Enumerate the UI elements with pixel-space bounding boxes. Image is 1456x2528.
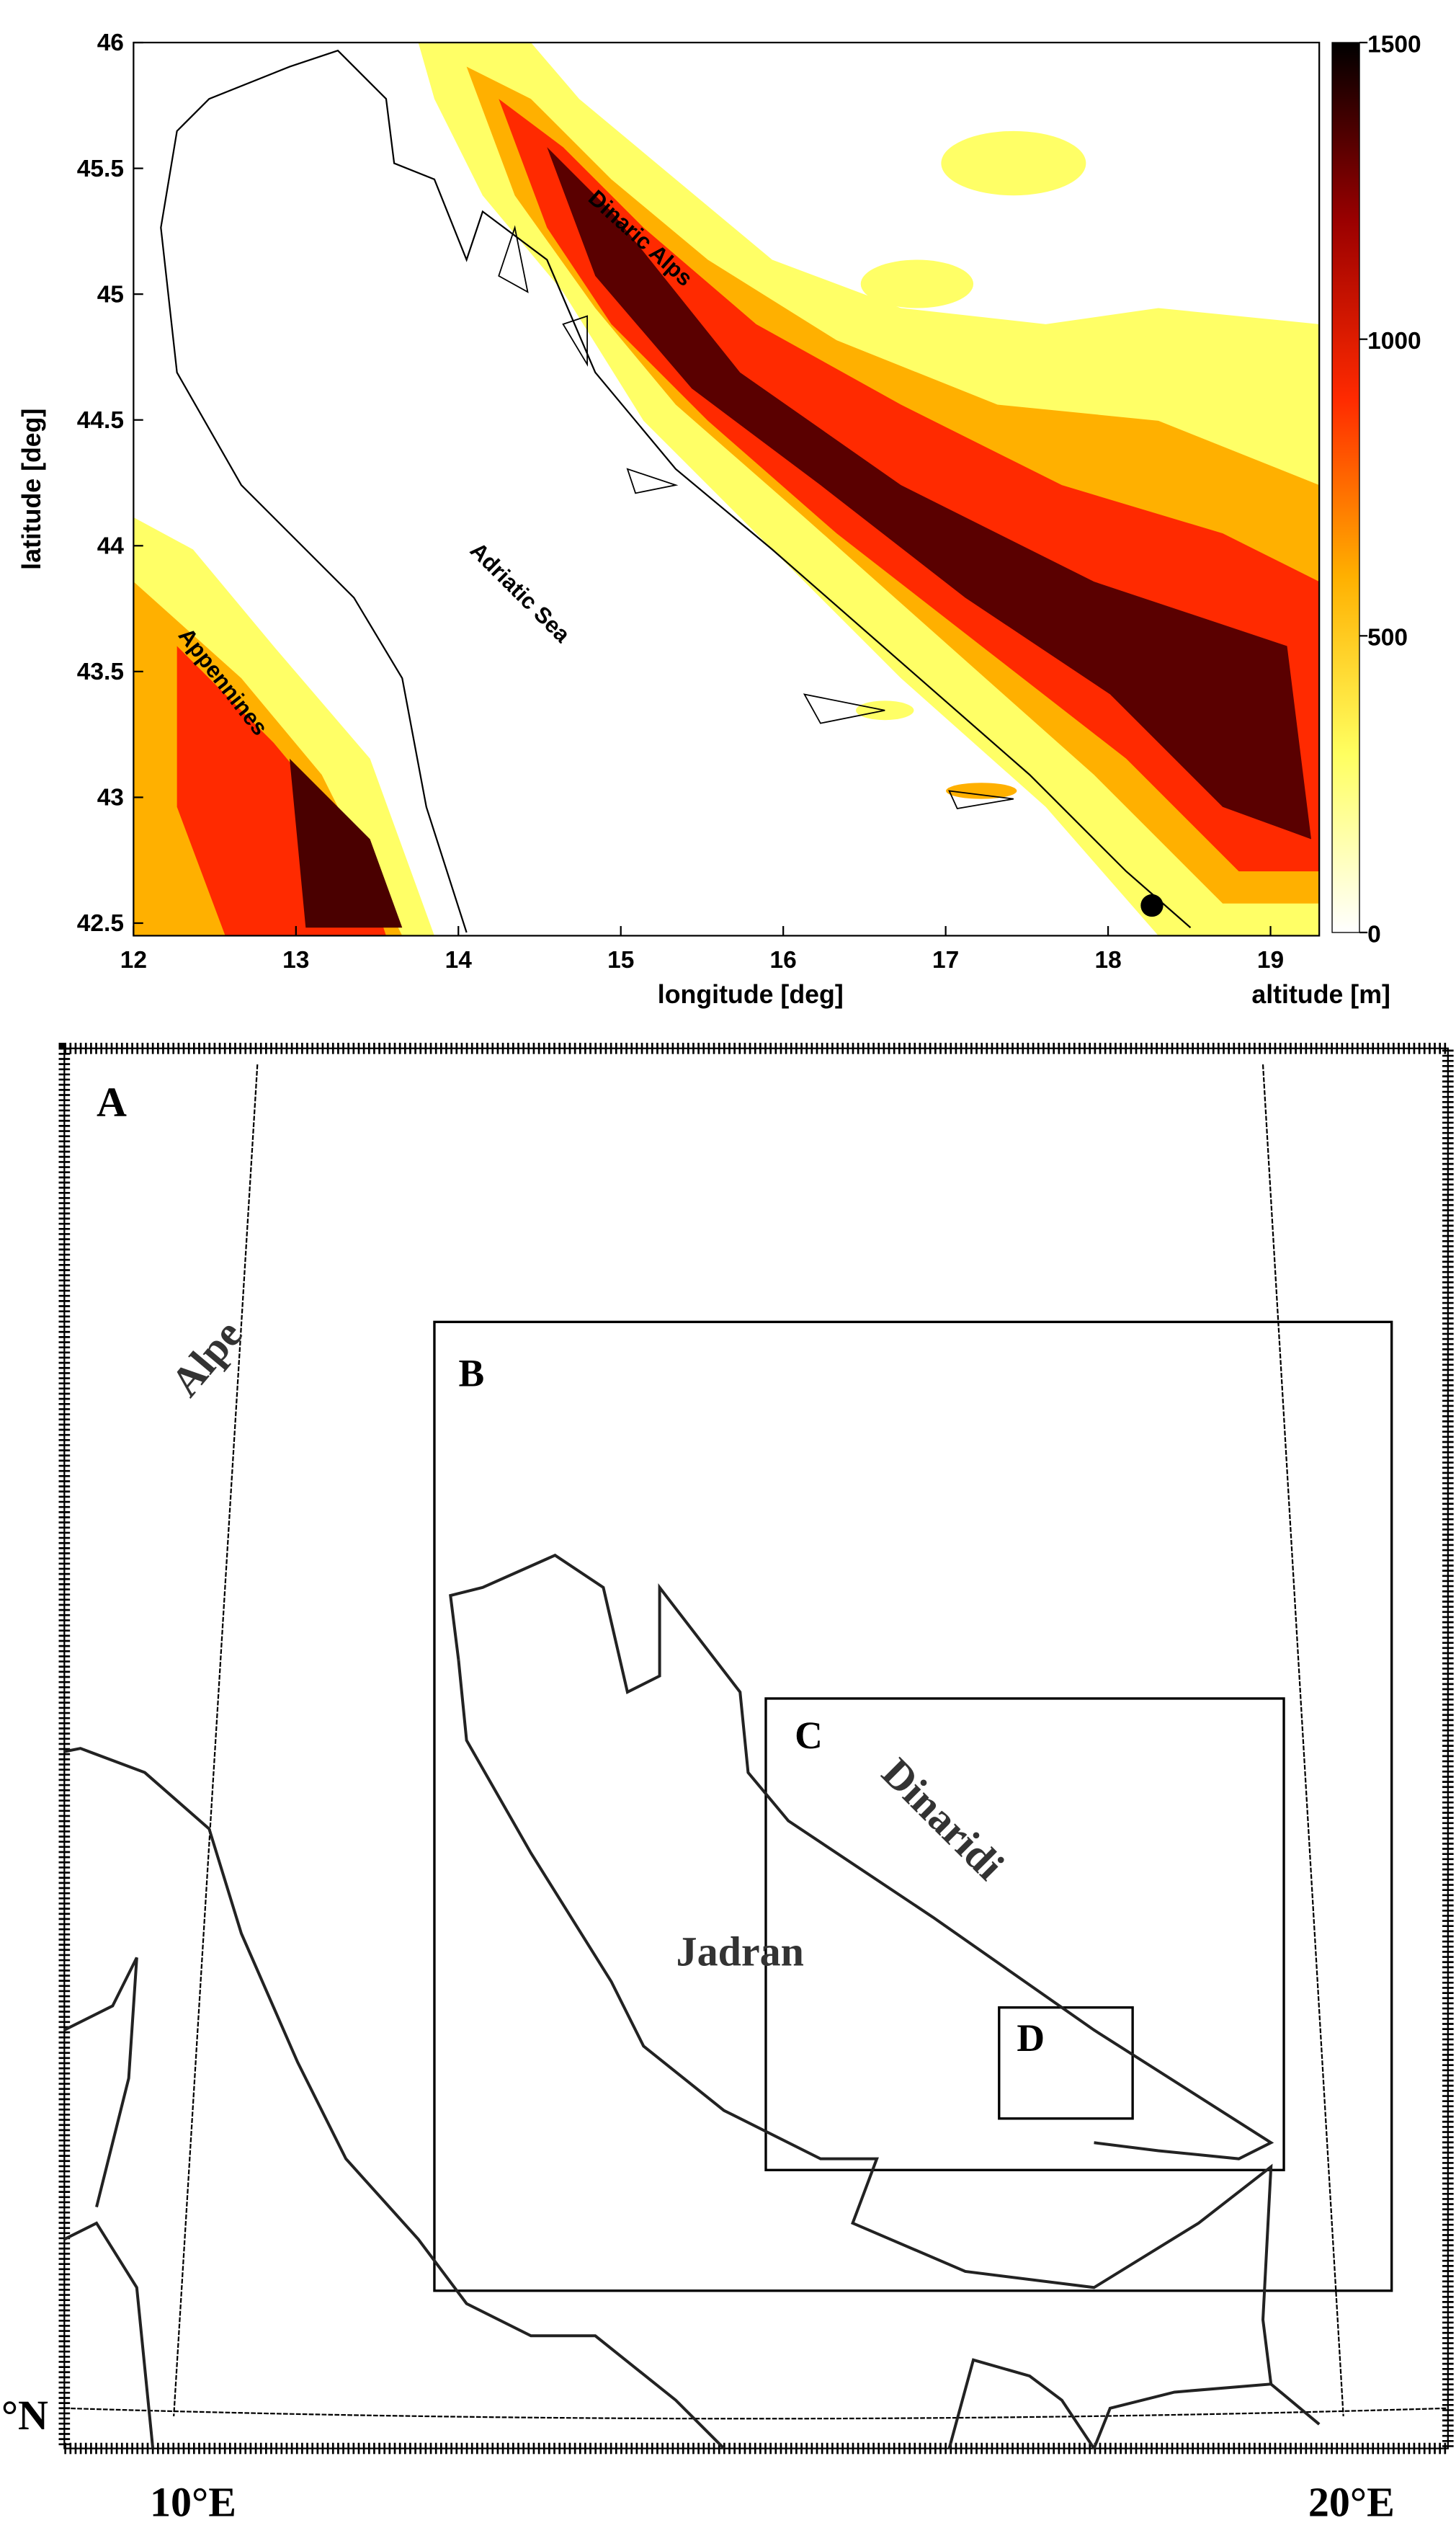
x-tick-label: 15	[607, 947, 634, 974]
colorbar-tick-label: 1000	[1367, 328, 1421, 355]
place-label: Dinaridi	[873, 1749, 1013, 1889]
y-axis-label: latitude [deg]	[17, 409, 46, 570]
colorbar-tick-label: 0	[1367, 921, 1381, 948]
x-tick-label: 18	[1094, 947, 1121, 974]
colorbar-tick-label: 500	[1367, 625, 1408, 651]
domain-boxes	[433, 1320, 1393, 2292]
coastlines	[63, 1553, 1321, 2450]
lat-label: °N	[1, 2392, 48, 2439]
map-annotation: Adriatic Sea	[465, 538, 576, 648]
location-marker	[1140, 894, 1164, 917]
x-tick-label: 12	[120, 947, 147, 974]
place-label: Alpe	[161, 1311, 251, 1405]
panel-label: C	[795, 1714, 823, 1757]
colorbar	[1331, 42, 1360, 933]
panel-label: A	[97, 1079, 127, 1126]
y-tick-label: 45	[97, 281, 124, 308]
terrain	[133, 43, 1320, 936]
graticule	[64, 1064, 1448, 2420]
y-tick-label: 43	[97, 785, 124, 811]
x-tick-label: 19	[1257, 947, 1284, 974]
panel-label: D	[1017, 2016, 1045, 2060]
y-tick-label: 46	[97, 30, 124, 56]
colorbar-label: altitude [m]	[1251, 980, 1390, 1009]
y-tick-label: 42.5	[77, 910, 124, 937]
y-tick-label: 43.5	[77, 659, 124, 685]
x-tick-label: 13	[282, 947, 309, 974]
x-tick-label: 16	[770, 947, 797, 974]
place-label: Jadran	[676, 1928, 804, 1975]
colorbar-tick-label: 1500	[1367, 31, 1421, 58]
y-tick-label: 44	[97, 533, 125, 559]
frame	[63, 1047, 1449, 2449]
y-tick-label: 45.5	[77, 156, 124, 182]
lon-label: 20°E	[1308, 2478, 1395, 2525]
panel-label: B	[458, 1352, 484, 1395]
x-axis-label: longitude [deg]	[658, 980, 844, 1009]
plot-frame	[133, 41, 1321, 937]
lon-label: 10°E	[150, 2478, 236, 2525]
x-tick-label: 14	[445, 947, 473, 974]
x-tick-label: 17	[932, 947, 959, 974]
y-tick-label: 44.5	[77, 407, 124, 434]
frame-hatch	[58, 1042, 1454, 2454]
